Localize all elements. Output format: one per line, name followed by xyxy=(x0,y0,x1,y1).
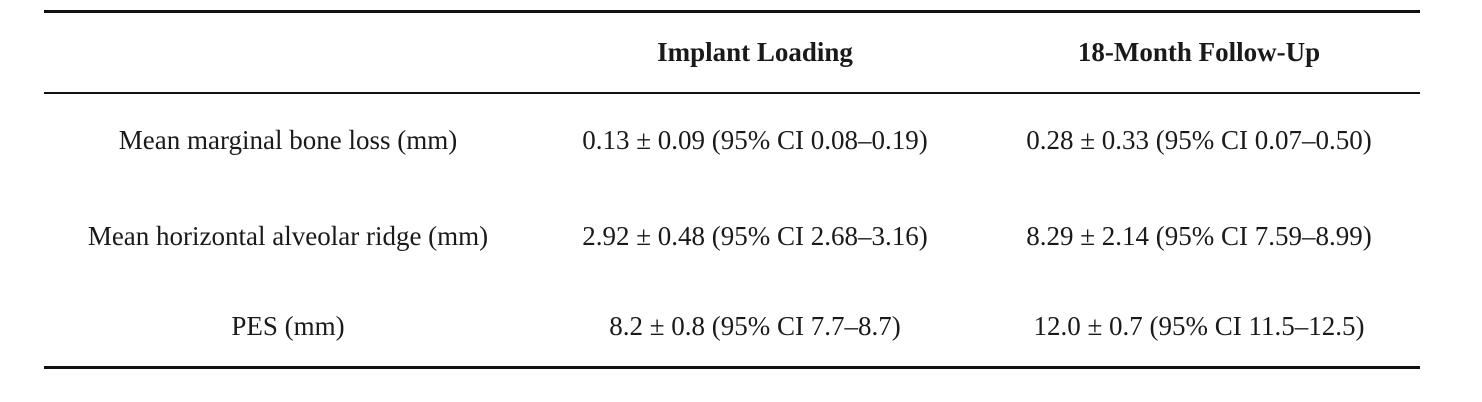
results-table: Implant Loading 18-Month Follow-Up Mean … xyxy=(44,10,1420,369)
cell-implant-loading: 0.13 ± 0.09 (95% CI 0.08–0.19) xyxy=(582,125,928,155)
results-table-container: Implant Loading 18-Month Follow-Up Mean … xyxy=(44,10,1420,369)
table-row: PES (mm) 8.2 ± 0.8 (95% CI 7.7–8.7) 12.0… xyxy=(44,286,1420,368)
table-header: Implant Loading 18-Month Follow-Up xyxy=(44,11,1420,94)
row-label: PES (mm) xyxy=(231,311,345,341)
cell-18-month-follow-up: 0.28 ± 0.33 (95% CI 0.07–0.50) xyxy=(1026,125,1372,155)
table-row: Mean marginal bone loss (mm) 0.13 ± 0.09… xyxy=(44,93,1420,186)
cell-18-month-follow-up: 12.0 ± 0.7 (95% CI 11.5–12.5) xyxy=(1033,311,1365,341)
table-row: Mean horizontal alveolar ridge (mm) 2.92… xyxy=(44,186,1420,286)
header-18-month-follow-up: 18-Month Follow-Up xyxy=(1077,37,1321,67)
row-label: Mean horizontal alveolar ridge (mm) xyxy=(87,221,489,251)
cell-implant-loading: 2.92 ± 0.48 (95% CI 2.68–3.16) xyxy=(582,221,928,251)
row-label: Mean marginal bone loss (mm) xyxy=(118,125,458,155)
header-implant-loading: Implant Loading xyxy=(657,37,853,67)
header-empty-cell xyxy=(44,12,532,94)
cell-implant-loading: 8.2 ± 0.8 (95% CI 7.7–8.7) xyxy=(609,311,901,341)
cell-18-month-follow-up: 8.29 ± 2.14 (95% CI 7.59–8.99) xyxy=(1026,221,1372,251)
table-body: Mean marginal bone loss (mm) 0.13 ± 0.09… xyxy=(44,93,1420,368)
header-row: Implant Loading 18-Month Follow-Up xyxy=(44,11,1420,94)
